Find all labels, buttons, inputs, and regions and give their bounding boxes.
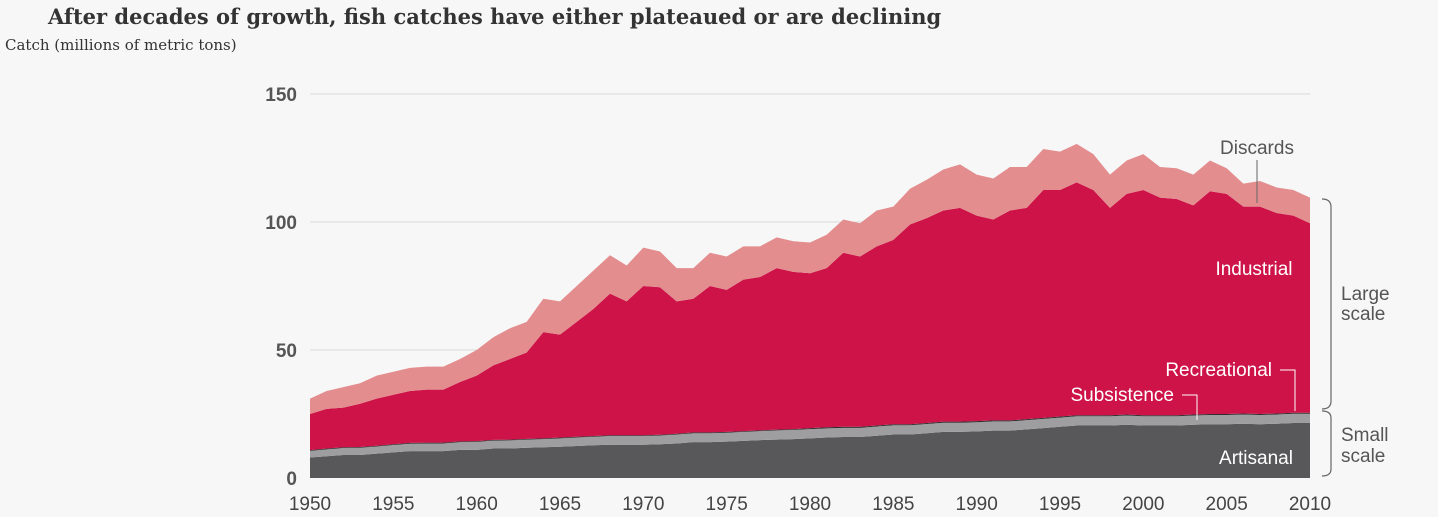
- area-series: [310, 143, 1310, 478]
- x-tick-1970: 1970: [622, 494, 664, 515]
- area-industrial: [310, 182, 1310, 451]
- x-tick-1980: 1980: [789, 494, 831, 515]
- chart-title: After decades of growth, fish catches ha…: [48, 4, 942, 29]
- label-large-scale-2: scale: [1341, 304, 1385, 325]
- x-tick-1965: 1965: [539, 494, 581, 515]
- subsistence-leader-line: [1182, 394, 1198, 420]
- label-small-scale-1: Small: [1341, 425, 1389, 446]
- x-axis-ticks: 1950 1955 1960 1965 1970 1975 1980 1985 1990 1995…: [289, 494, 1331, 515]
- y-tick-0: 0: [286, 469, 297, 490]
- y-axis-label: Catch (millions of metric tons): [5, 36, 237, 54]
- label-subsistence: Subsistence: [1070, 385, 1174, 406]
- label-recreational: Recreational: [1165, 360, 1272, 381]
- area-artisanal: [310, 422, 1310, 478]
- x-tick-1995: 1995: [1039, 494, 1081, 515]
- area-discards: [310, 143, 1310, 415]
- label-discards: Discards: [1220, 138, 1294, 159]
- label-industrial: Industrial: [1215, 259, 1292, 280]
- label-large-scale-1: Large: [1341, 284, 1390, 305]
- x-tick-1950: 1950: [289, 494, 331, 515]
- large-scale-bracket: [1321, 198, 1332, 410]
- y-tick-50: 50: [276, 341, 297, 362]
- annotations: Discards Industrial Recreational Subsist…: [1070, 138, 1390, 477]
- x-tick-1955: 1955: [372, 494, 414, 515]
- x-tick-1985: 1985: [872, 494, 914, 515]
- label-artisanal: Artisanal: [1219, 448, 1293, 469]
- recreational-leader-line: [1280, 369, 1296, 411]
- x-tick-1960: 1960: [456, 494, 498, 515]
- label-small-scale-2: scale: [1341, 446, 1385, 467]
- x-tick-2000: 2000: [1122, 494, 1164, 515]
- x-tick-2010: 2010: [1289, 494, 1331, 515]
- x-tick-1990: 1990: [956, 494, 998, 515]
- y-axis-ticks: 0 50 100 150: [265, 85, 297, 490]
- x-tick-1975: 1975: [706, 494, 748, 515]
- y-tick-100: 100: [265, 213, 297, 234]
- area-subsistence: [310, 413, 1310, 458]
- small-scale-bracket: [1321, 410, 1332, 477]
- x-tick-2005: 2005: [1206, 494, 1248, 515]
- y-tick-150: 150: [265, 85, 297, 106]
